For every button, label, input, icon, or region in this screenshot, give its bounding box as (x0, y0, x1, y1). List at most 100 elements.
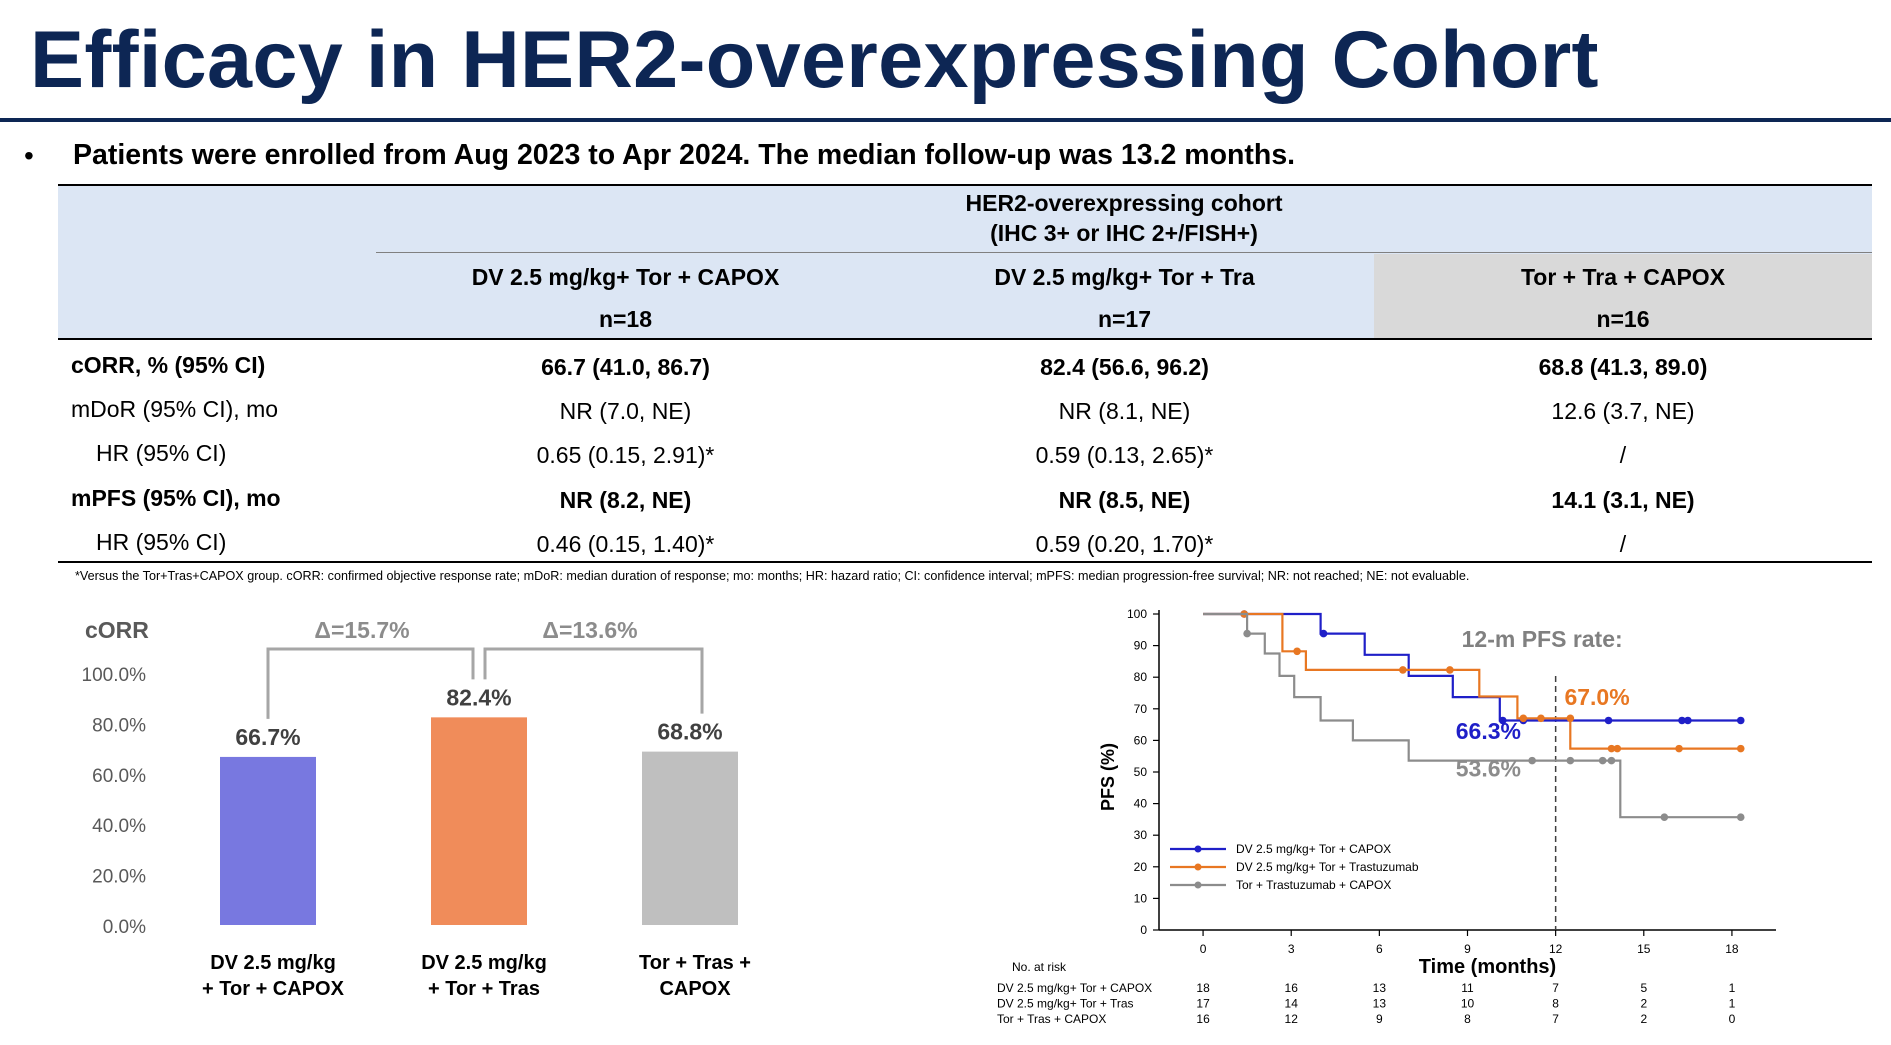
table-cell: 0.59 (0.13, 2.65)* (1035, 441, 1214, 468)
y-tick-label: 90 (1134, 639, 1148, 653)
category-label: + Tor + CAPOX (202, 978, 345, 1000)
category-label: DV 2.5 mg/kg (210, 952, 336, 974)
y-tick-label: 60 (1134, 733, 1148, 747)
risk-count: 18 (1196, 981, 1210, 995)
censor-mark (1566, 714, 1575, 723)
km-rate-label: 53.6% (1456, 756, 1521, 782)
table-cell: 0.59 (0.20, 1.70)* (1035, 530, 1214, 557)
legend-label: DV 2.5 mg/kg+ Tor + CAPOX (1236, 842, 1391, 856)
efficacy-table: HER2-overexpressing cohort (IHC 3+ or IH… (58, 184, 1872, 563)
column-n-arm1: n=18 (598, 305, 653, 332)
column-n-arm3: n=16 (1596, 305, 1650, 332)
x-tick-label: 3 (1288, 942, 1295, 956)
censor-mark (1604, 716, 1613, 725)
censor-mark (1598, 756, 1607, 765)
censor-mark (1613, 744, 1622, 753)
table-cell: NR (8.2, NE) (559, 486, 692, 513)
risk-count: 1 (1729, 997, 1736, 1011)
risk-count: 16 (1285, 981, 1299, 995)
x-tick-label: 18 (1725, 942, 1739, 956)
risk-count: 14 (1285, 997, 1299, 1011)
censor-mark (1243, 629, 1251, 638)
y-tick-label: 30 (1134, 828, 1148, 842)
y-tick-label: 60.0% (92, 766, 146, 787)
y-tick-label: 20.0% (92, 867, 146, 888)
y-tick-label: 0.0% (103, 917, 146, 938)
y-tick-label: 70 (1134, 702, 1148, 716)
risk-count: 13 (1373, 997, 1387, 1011)
x-tick-label: 15 (1637, 942, 1651, 956)
y-tick-label: 80 (1134, 670, 1148, 684)
km-curve (1203, 612, 1741, 819)
bar (431, 717, 527, 925)
risk-row-label: Tor + Tras + CAPOX (997, 1012, 1106, 1026)
y-tick-label: 80.0% (92, 715, 146, 736)
y-tick-label: 10 (1134, 891, 1148, 905)
y-tick-label: 20 (1134, 860, 1148, 874)
bar (642, 751, 738, 925)
risk-row-label: DV 2.5 mg/kg+ Tor + CAPOX (997, 981, 1152, 995)
group-header-line2: (IHC 3+ or IHC 2+/FISH+) (990, 219, 1258, 246)
x-tick-label: 6 (1376, 942, 1383, 956)
censor-mark (1519, 714, 1528, 723)
category-label: CAPOX (659, 978, 731, 1000)
row-label-corr: cORR, % (95% CI) (71, 351, 266, 378)
risk-count: 17 (1196, 997, 1210, 1011)
risk-count: 10 (1461, 997, 1475, 1011)
column-n-arm2: n=17 (1097, 305, 1152, 332)
km-rate-label: 67.0% (1564, 684, 1629, 710)
censor-mark (1528, 756, 1536, 765)
row-label-hr-dor: HR (95% CI) (96, 439, 227, 466)
y-tick-label: 40 (1134, 797, 1148, 811)
group-header-rule (376, 252, 1872, 253)
risk-count: 11 (1461, 981, 1474, 995)
column-header-arm2: DV 2.5 mg/kg+ Tor + Tra (994, 263, 1255, 290)
x-axis-label: Time (months) (1419, 956, 1556, 978)
table-bottom-rule (58, 561, 1872, 563)
risk-count: 13 (1373, 981, 1387, 995)
risk-count: 9 (1376, 1012, 1383, 1026)
delta-label: Δ=15.7% (314, 617, 409, 643)
delta-bracket-left (266, 647, 475, 719)
x-tick-label: 9 (1464, 942, 1471, 956)
table-cell: 66.7 (41.0, 86.7) (541, 353, 710, 380)
category-label: DV 2.5 mg/kg (421, 952, 547, 974)
km-curve (1203, 612, 1741, 750)
bar (220, 756, 316, 925)
table-cell: 12.6 (3.7, NE) (1551, 397, 1695, 424)
risk-count: 2 (1640, 1012, 1647, 1026)
bar-value-label: 82.4% (446, 684, 511, 710)
category-label: Tor + Tras + (639, 952, 751, 974)
bar-chart-title: cORR (85, 617, 149, 643)
page-title: Efficacy in HER2-overexpressing Cohort (30, 15, 1599, 105)
legend-marker (1194, 881, 1202, 889)
risk-count: 7 (1552, 1012, 1559, 1026)
censor-mark (1446, 666, 1454, 674)
censor-mark (1660, 813, 1669, 821)
legend-label: Tor + Trastuzumab + CAPOX (1236, 878, 1391, 892)
risk-count: 7 (1552, 981, 1559, 995)
annotation-title: 12-m PFS rate: (1462, 626, 1623, 652)
title-divider (0, 118, 1891, 122)
delta-label: Δ=13.6% (542, 617, 637, 643)
censor-mark (1537, 714, 1545, 723)
censor-mark (1566, 756, 1575, 765)
censor-mark (1498, 716, 1507, 725)
legend-marker (1194, 863, 1202, 871)
row-label-hr-pfs: HR (95% CI) (96, 528, 227, 555)
risk-count: 8 (1464, 1012, 1471, 1026)
y-tick-label: 50 (1134, 765, 1148, 779)
table-cell: NR (7.0, NE) (559, 397, 692, 424)
table-cell: / (1619, 530, 1627, 557)
table-top-rule (58, 184, 1872, 186)
censor-mark (1607, 756, 1616, 765)
censor-mark (1736, 813, 1745, 821)
risk-table-title: No. at risk (1012, 960, 1067, 974)
km-curve (1203, 612, 1741, 722)
y-tick-label: 0 (1140, 923, 1147, 937)
summary-bullet: Patients were enrolled from Aug 2023 to … (73, 139, 1296, 171)
row-label-mpfs: mPFS (95% CI), mo (71, 484, 281, 511)
censor-mark (1293, 647, 1301, 656)
risk-count: 0 (1729, 1012, 1736, 1026)
